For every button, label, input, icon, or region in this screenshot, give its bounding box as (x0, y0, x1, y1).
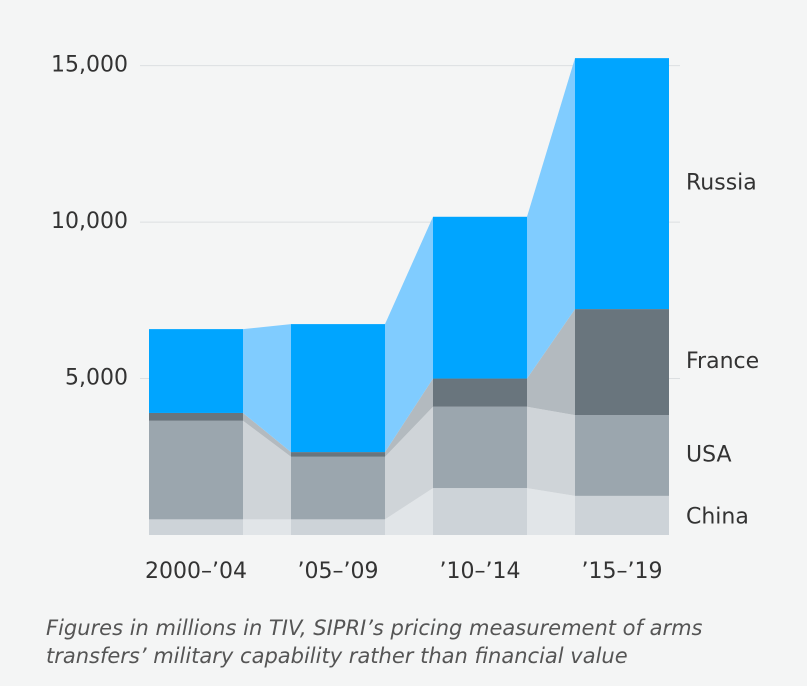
bar-segment (291, 456, 385, 520)
series-label: Russia (686, 171, 757, 196)
bar-segment (149, 519, 243, 535)
y-tick-label: 10,000 (51, 209, 128, 234)
bar-segment (575, 415, 669, 496)
bar-segment (433, 488, 527, 535)
connector (385, 216, 433, 453)
connector (527, 58, 575, 379)
connector (527, 309, 575, 416)
chart: 5,000 10,000 15,000 2000–’04 ’05–’09 ’10–’14 ’… (51, 53, 759, 584)
connector (385, 488, 433, 535)
connector (385, 378, 433, 457)
series-label: France (686, 349, 759, 374)
x-tick-label: ’10–’14 (440, 559, 521, 584)
bar-segment (575, 495, 669, 535)
x-tick-label: ’05–’09 (298, 559, 379, 584)
bar-segment (291, 519, 385, 535)
connector (527, 488, 575, 535)
caption: Figures in millions in TIV, SIPRI’s pric… (46, 616, 703, 668)
bar-segment (291, 324, 385, 453)
connector (243, 420, 291, 520)
connector (243, 412, 291, 457)
bar-segment (149, 329, 243, 413)
x-tick-label: 2000–’04 (145, 559, 247, 584)
bar-segment (575, 309, 669, 416)
series-label: China (686, 504, 749, 529)
bar-segment (575, 58, 669, 310)
y-tick-label: 15,000 (51, 53, 128, 78)
bar-segment (433, 216, 527, 379)
bar-segment (149, 420, 243, 520)
connector (385, 406, 433, 520)
connector (243, 519, 291, 535)
x-tick-label: ’15–’19 (582, 559, 663, 584)
bar-segment (433, 378, 527, 407)
bar-segment (291, 452, 385, 457)
y-tick-label: 5,000 (65, 366, 128, 391)
bar-segment (149, 412, 243, 421)
bar-segment (433, 406, 527, 489)
connector (243, 324, 291, 453)
series-label: USA (686, 443, 732, 468)
connector (527, 406, 575, 496)
